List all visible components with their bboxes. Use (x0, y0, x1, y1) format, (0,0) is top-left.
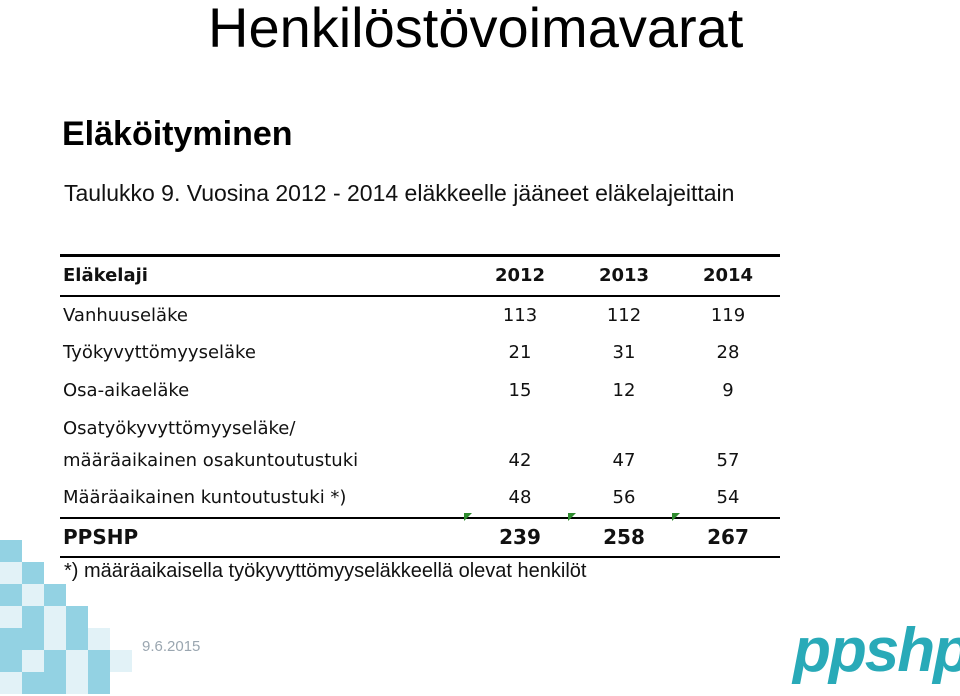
cell-value: 57 (716, 449, 740, 471)
cell-value: 12 (612, 379, 636, 401)
cell-flag-icon (672, 512, 680, 521)
cell-value: 15 (508, 379, 532, 401)
cell-value: 47 (612, 449, 636, 471)
mosaic-tile (0, 540, 22, 562)
cell-value: 31 (612, 342, 636, 364)
total-value-text: 258 (603, 525, 645, 550)
cell-value: 54 (716, 487, 740, 509)
mosaic-tile (0, 584, 22, 606)
mosaic-tile (0, 650, 22, 672)
total-value: 239 (464, 512, 572, 558)
mosaic-tile (66, 672, 88, 694)
mosaic-tile (22, 606, 44, 628)
total-value: 258 (568, 512, 676, 558)
header-year-2012: 2012 (468, 254, 572, 297)
empty-cell (468, 409, 572, 441)
cell-flag-icon (568, 512, 576, 521)
mosaic-tile (110, 650, 132, 672)
section-subtitle: Eläköityminen (62, 115, 293, 153)
cell-value: 119 (710, 304, 746, 326)
mosaic-tile (0, 562, 22, 584)
table-row: Määräaikainen kuntoutustuki *) 48 56 54 (60, 479, 780, 518)
mosaic-tile (66, 606, 88, 628)
mosaic-tile (22, 628, 44, 650)
total-value-text: 267 (707, 525, 749, 550)
mosaic-tile (66, 628, 88, 650)
table-total-row: PPSHP 239 258 267 (60, 512, 780, 558)
table-row: Vanhuuseläke 113 112 119 (60, 296, 780, 335)
cell-value: 112 (606, 304, 642, 326)
header-year-2014: 2014 (676, 254, 780, 297)
row-label: Osa-aikaeläke (63, 379, 190, 401)
cell-value: 9 (722, 379, 734, 401)
table-row: Työkyvyttömyyseläke 21 31 28 (60, 334, 780, 372)
mosaic-tile (44, 650, 66, 672)
table-caption: Taulukko 9. Vuosina 2012 - 2014 eläkkeel… (64, 180, 735, 206)
row-label: määräaikainen osakuntoutustuki (63, 449, 359, 471)
cell-value: 113 (502, 304, 538, 326)
total-value-text: 239 (499, 525, 541, 550)
table-row-continued: määräaikainen osakuntoutustuki 42 47 57 (60, 441, 780, 479)
decorative-mosaic (0, 540, 140, 696)
footnote: *) määräaikaisella työkyvyttömyyseläkkee… (64, 560, 587, 582)
row-label: Työkyvyttömyyseläke (63, 342, 256, 364)
mosaic-tile (0, 606, 22, 628)
mosaic-tile (44, 628, 66, 650)
header-pension-type: Eläkelaji (60, 254, 468, 297)
mosaic-tile (88, 628, 110, 650)
mosaic-tile (22, 584, 44, 606)
cell-value: 42 (508, 449, 532, 471)
mosaic-tile (88, 672, 110, 694)
row-label: Osatyökyvyttömyyseläke/ (63, 418, 296, 439)
mosaic-tile (22, 650, 44, 672)
table-header-row: Eläkelaji 2012 2013 2014 (60, 254, 780, 297)
mosaic-tile (22, 672, 44, 694)
mosaic-tile (66, 650, 88, 672)
page-title: Henkilöstövoimavarat (208, 0, 744, 59)
empty-cell (572, 409, 676, 441)
pension-table: Eläkelaji 2012 2013 2014 Vanhuuseläke 11… (60, 254, 780, 558)
cell-value: 56 (612, 487, 636, 509)
row-label: Vanhuuseläke (63, 304, 188, 326)
mosaic-tile (44, 672, 66, 694)
empty-cell (676, 409, 780, 441)
mosaic-tile (0, 672, 22, 694)
cell-value: 28 (716, 342, 740, 364)
table-row: Osatyökyvyttömyyseläke/ (60, 409, 780, 441)
mosaic-tile (22, 562, 44, 584)
mosaic-tile (44, 584, 66, 606)
cell-value: 21 (508, 342, 532, 364)
row-label: Määräaikainen kuntoutustuki *) (63, 487, 347, 509)
total-label: PPSHP (60, 516, 468, 558)
ppshp-logo: ppshp (793, 616, 960, 685)
table-row: Osa-aikaeläke 15 12 9 (60, 372, 780, 410)
cell-value: 48 (508, 487, 532, 509)
cell-flag-icon (464, 512, 472, 521)
slide-date: 9.6.2015 (142, 638, 201, 655)
header-year-2013: 2013 (572, 254, 676, 297)
mosaic-tile (88, 650, 110, 672)
mosaic-tile (44, 606, 66, 628)
total-value: 267 (672, 512, 780, 558)
mosaic-tile (0, 628, 22, 650)
